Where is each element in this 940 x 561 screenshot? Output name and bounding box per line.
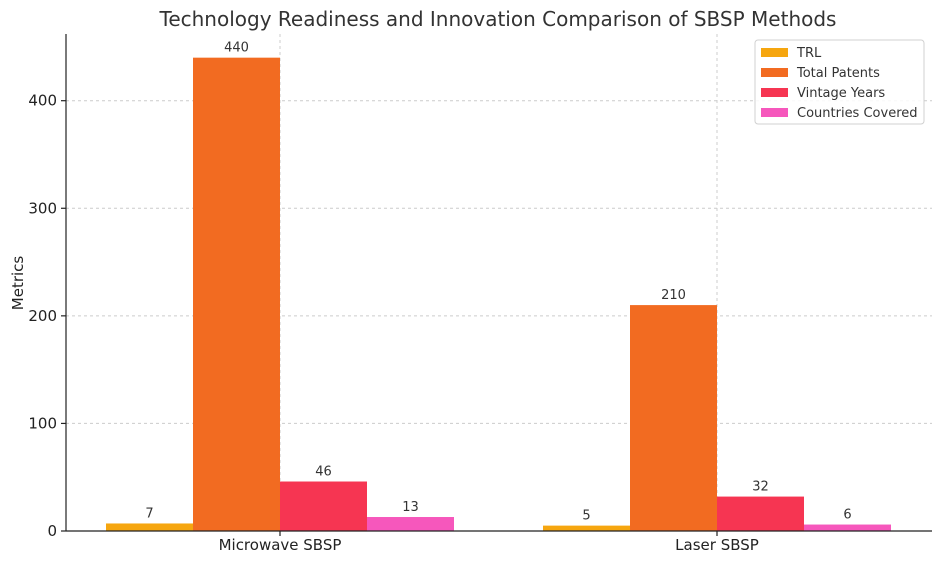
legend-entry: TRL (796, 46, 822, 61)
data-label: 5 (582, 509, 590, 524)
y-tick-label: 300 (28, 199, 57, 217)
data-label: 46 (315, 465, 332, 480)
data-label: 32 (752, 480, 769, 495)
legend-entry: Total Patents (796, 66, 880, 81)
chart-title: Technology Readiness and Innovation Comp… (159, 7, 837, 31)
data-label: 6 (843, 508, 851, 523)
y-tick-label: 200 (28, 307, 57, 325)
x-tick-label: Microwave SBSP (219, 536, 342, 554)
bar-total-patents (193, 58, 280, 531)
bar-countries-covered (804, 525, 891, 531)
y-axis-label: Metrics (9, 256, 27, 311)
legend-swatch (761, 68, 788, 77)
data-label: 13 (402, 500, 419, 515)
legend-entry: Countries Covered (797, 106, 918, 121)
data-label: 440 (224, 41, 249, 56)
legend-swatch (761, 88, 788, 97)
data-label: 7 (145, 506, 153, 521)
y-tick-label: 100 (28, 414, 57, 432)
bar-vintage-years (717, 497, 804, 531)
legend: TRL Total Patents Vintage Years Countries C… (755, 40, 924, 124)
bar-trl (543, 526, 630, 531)
bars (106, 58, 891, 531)
x-tick-label: Laser SBSP (675, 536, 759, 554)
y-tick-label: 400 (28, 92, 57, 110)
legend-swatch (761, 48, 788, 57)
y-tick-label: 0 (47, 522, 57, 540)
bar-total-patents (630, 305, 717, 531)
bar-countries-covered (367, 517, 454, 531)
legend-entry: Vintage Years (797, 86, 885, 101)
bar-trl (106, 523, 193, 531)
bar-vintage-years (280, 482, 367, 531)
data-label: 210 (661, 288, 686, 303)
legend-swatch (761, 108, 788, 117)
